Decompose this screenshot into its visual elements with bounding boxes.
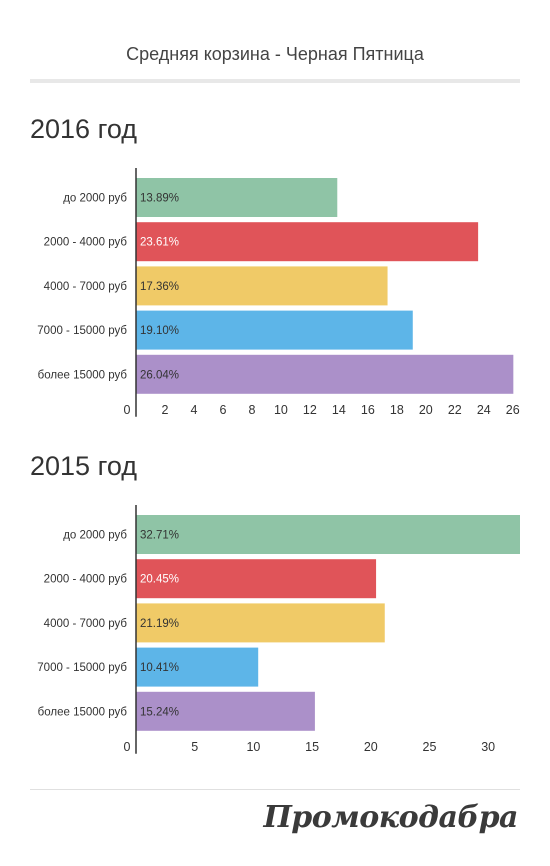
- x-tick-label: 12: [303, 403, 317, 417]
- bar-1: [136, 515, 520, 554]
- bar-3: [136, 266, 388, 306]
- chart-2015: до 2000 руб 32.71% 2000 - 4000 руб 20.45% 40…: [37, 505, 520, 754]
- bar-5: [136, 354, 514, 394]
- x-tick-label: 22: [448, 403, 462, 417]
- footer-divider: [30, 789, 520, 790]
- x-tick-label: 24: [477, 403, 491, 417]
- x-tick-label: 26: [506, 403, 520, 417]
- x-tick-label: 4: [190, 403, 197, 417]
- x-tick-label: 2: [162, 403, 169, 417]
- category-label: 7000 - 15000 руб: [37, 662, 127, 674]
- chart-2015-title: 2015 год: [30, 451, 137, 481]
- x-tick-label: 0: [124, 403, 131, 417]
- x-tick-label: 10: [246, 740, 260, 754]
- x-tick-label: 6: [219, 403, 226, 417]
- x-tick-label: 20: [419, 403, 433, 417]
- x-tick-label: 18: [390, 403, 404, 417]
- promokodabra-logo: Промокодабра: [263, 800, 518, 835]
- x-tick-label: 16: [361, 403, 375, 417]
- bar-value-label: 26.04%: [140, 369, 179, 381]
- category-label: 4000 - 7000 руб: [44, 281, 128, 293]
- bar-value-label: 32.71%: [140, 530, 179, 542]
- category-label: более 15000 руб: [38, 706, 128, 718]
- chart-2016-title: 2016 год: [30, 114, 137, 144]
- category-label: до 2000 руб: [63, 530, 127, 542]
- x-tick-label: 20: [364, 740, 378, 754]
- page-title: Средняя корзина - Черная Пятница: [126, 44, 424, 64]
- category-label: более 15000 руб: [38, 369, 128, 381]
- category-label: 2000 - 4000 руб: [44, 574, 128, 586]
- x-tick-label: 10: [274, 403, 288, 417]
- bar-5: [136, 691, 315, 731]
- bar-4: [136, 310, 413, 350]
- x-tick-label: 30: [481, 740, 495, 754]
- x-tick-label: 8: [248, 403, 255, 417]
- bar-value-label: 15.24%: [140, 706, 179, 718]
- bar-value-label: 19.10%: [140, 325, 179, 337]
- bar-1: [136, 178, 338, 217]
- x-tick-label: 0: [124, 740, 131, 754]
- bar-2: [136, 222, 479, 262]
- bar-value-label: 17.36%: [140, 281, 179, 293]
- x-tick-label: 15: [305, 740, 319, 754]
- x-tick-label: 5: [191, 740, 198, 754]
- chart-2016: до 2000 руб 13.89%2000 - 4000 руб 23.61%40…: [37, 168, 520, 417]
- bar-value-label: 10.41%: [140, 662, 179, 674]
- bar-value-label: 23.61%: [140, 237, 179, 249]
- category-label: 2000 - 4000 руб: [44, 237, 128, 249]
- category-label: 7000 - 15000 руб: [37, 325, 127, 337]
- x-tick-label: 25: [423, 740, 437, 754]
- bar-value-label: 13.89%: [140, 193, 179, 205]
- category-label: 4000 - 7000 руб: [44, 618, 128, 630]
- bar-value-label: 21.19%: [140, 618, 179, 630]
- x-tick-label: 14: [332, 403, 346, 417]
- bar-2: [136, 559, 377, 599]
- category-label: до 2000 руб: [63, 193, 127, 205]
- bar-3: [136, 603, 385, 643]
- title-divider: [30, 79, 520, 83]
- bar-value-label: 20.45%: [140, 574, 179, 586]
- bar-4: [136, 647, 259, 687]
